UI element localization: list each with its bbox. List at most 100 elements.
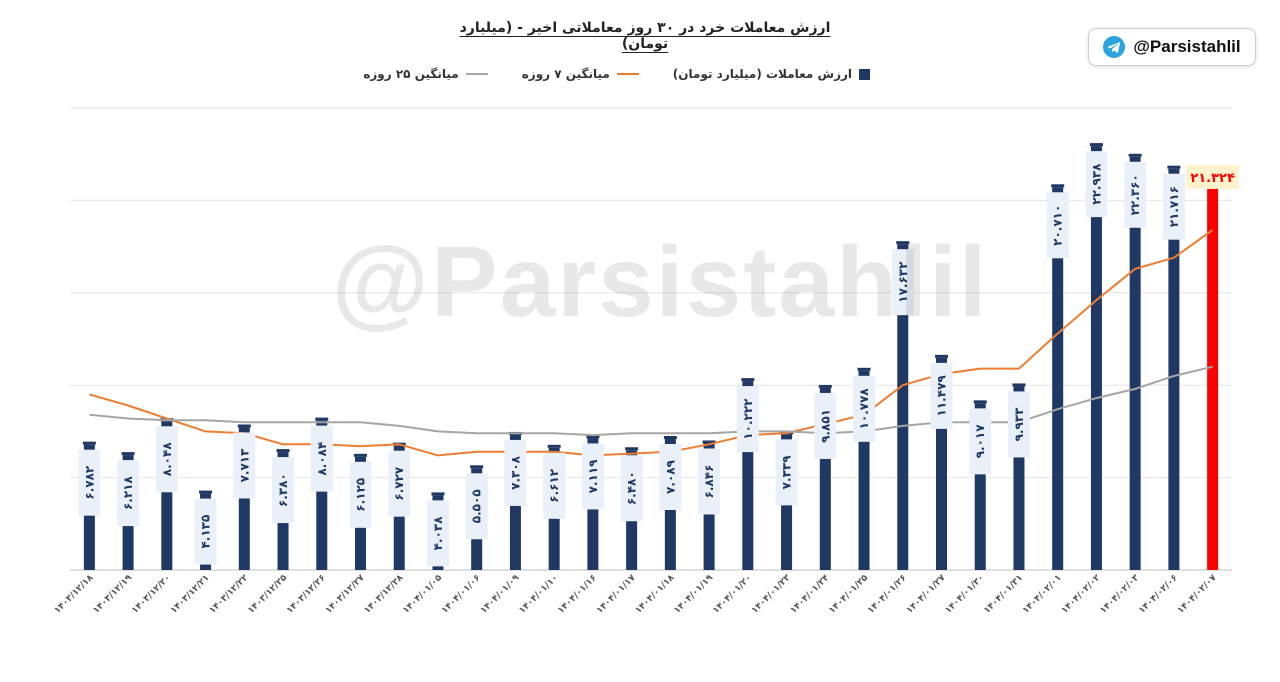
data-label-box [78, 449, 101, 516]
bar-cap [431, 492, 445, 496]
data-label-box [310, 425, 333, 492]
data-label-box [504, 439, 527, 506]
legend-label-bars: ارزش معاملات (میلیارد تومان) [672, 67, 852, 81]
data-label-box [659, 443, 682, 510]
data-label: ۷.۷۱۳ [237, 448, 251, 483]
gridlines [70, 107, 1232, 571]
bar [742, 381, 754, 570]
bar-cap [237, 424, 251, 428]
data-label: ۶.۷۲۷ [392, 466, 406, 501]
bar-cap [315, 417, 329, 421]
x-tick-label: ۱۴۰۳/۱۲/۱۸ [53, 573, 96, 616]
x-tick-label: ۱۴۰۳/۱۲/۱۹ [91, 573, 134, 616]
telegram-icon [1103, 36, 1126, 58]
bar-cap [741, 378, 755, 382]
data-label: ۹.۹۳۳ [1012, 407, 1026, 442]
data-label: ۶.۳۸۰ [276, 473, 290, 507]
data-label-box [891, 249, 914, 316]
average-line [89, 229, 1214, 457]
data-label: ۱۰.۷۷۸ [857, 388, 871, 430]
x-tick-label: ۱۴۰۴/۰۱/۱۹ [672, 573, 715, 616]
bar [974, 403, 986, 570]
channel-handle-badge[interactable]: @Parsistahlil [1088, 28, 1256, 66]
bar-cap [1089, 143, 1103, 147]
x-tick-label: ۱۴۰۴/۰۱/۱۷ [595, 573, 638, 616]
x-tick-label: ۱۴۰۴/۰۱/۰۶ [440, 573, 483, 616]
x-tick-label: ۱۴۰۴/۰۱/۱۶ [556, 573, 599, 616]
data-label-box [1124, 161, 1147, 228]
data-label: ۲۲.۹۳۸ [1089, 163, 1103, 205]
x-tick-label: ۱۴۰۳/۱۲/۲۵ [246, 573, 289, 616]
data-label: ۷.۱۱۹ [586, 459, 600, 494]
legend-item-bars: ارزش معاملات (میلیارد تومان) [673, 67, 870, 81]
legend-item-ma7: میانگین ۷ روزه [522, 67, 639, 81]
bar-cap [896, 241, 910, 245]
bar-cap [82, 441, 96, 445]
data-label-box [155, 426, 178, 493]
bar-cap [199, 490, 213, 494]
data-label-box [543, 452, 566, 519]
legend-label-ma25: میانگین ۲۵ روزه [363, 67, 459, 81]
bar-cap [625, 447, 639, 451]
data-label: ۸.۰۸۴ [315, 442, 329, 476]
legend: ارزش معاملات (میلیارد تومان) میانگین ۷ ر… [363, 64, 870, 84]
data-label-box [1007, 391, 1030, 458]
legend-swatch-ma25 [465, 73, 488, 75]
bar [316, 420, 328, 570]
data-label-box [853, 375, 876, 442]
x-tick-label: ۱۴۰۴/۰۲/۰۲ [1060, 573, 1103, 616]
data-label: ۶.۶۱۲ [547, 468, 561, 503]
data-label-box [349, 461, 372, 528]
data-label-box [388, 450, 411, 517]
bar-cap [276, 449, 290, 453]
bar-cap [973, 400, 987, 404]
data-label: ۴.۱۳۵ [199, 515, 213, 549]
bar-cap [354, 453, 367, 457]
average-lines [89, 229, 1214, 457]
data-label-box [272, 457, 295, 524]
data-label: ۹.۸۵۱ [818, 409, 832, 443]
data-label-box [1046, 192, 1069, 259]
bar [238, 427, 250, 570]
bar [1207, 175, 1219, 570]
bar-cap [470, 465, 484, 469]
bar-cap [1012, 383, 1026, 387]
data-label-box [117, 460, 140, 527]
x-tick-label: ۱۴۰۴/۰۱/۲۶ [866, 573, 909, 616]
data-label-box [698, 448, 721, 515]
x-tick-label: ۱۴۰۴/۰۲/۰۷ [1176, 573, 1219, 616]
x-tick-labels: ۱۴۰۳/۱۲/۱۸۱۴۰۳/۱۲/۱۹۱۴۰۳/۱۲/۲۰۱۴۰۳/۱۲/۲۱… [53, 573, 1219, 616]
x-tick-label: ۱۴۰۴/۰۱/۲۴ [789, 573, 832, 616]
data-label: ۹.۰۱۷ [973, 424, 987, 459]
x-tick-label: ۱۴۰۴/۰۱/۲۰ [711, 573, 754, 616]
data-label-box [620, 455, 643, 522]
data-label: ۷.۳۳۹ [780, 455, 794, 490]
x-tick-label: ۱۴۰۳/۱۲/۲۰ [130, 573, 173, 616]
bar [819, 387, 831, 570]
x-tick-label: ۱۴۰۴/۰۲/۰۶ [1137, 573, 1180, 616]
data-label: ۲۰.۷۱۰ [1051, 205, 1065, 246]
bar [1090, 146, 1102, 570]
x-tick-label: ۱۴۰۳/۱۲/۲۶ [285, 573, 328, 616]
x-tick-label: ۱۴۰۴/۰۱/۳۱ [982, 573, 1025, 616]
data-label-box [465, 473, 488, 540]
data-label: ۵.۵۰۵ [470, 489, 484, 523]
data-label-box [736, 386, 759, 453]
bar-cap [935, 354, 948, 358]
data-label: ۱۷.۶۳۲ [896, 261, 910, 303]
bar [161, 421, 173, 570]
data-label-box [930, 362, 953, 429]
bar-cap [121, 452, 135, 456]
data-label-box [1085, 151, 1108, 218]
x-tick-label: ۱۴۰۴/۰۱/۰۹ [479, 573, 522, 616]
bar-cap [663, 435, 677, 439]
data-label: ۲۲.۳۶۰ [1128, 174, 1142, 215]
bar [858, 370, 870, 570]
data-label: ۶.۷۸۲ [82, 465, 96, 500]
bar [897, 244, 909, 570]
bar [936, 357, 947, 570]
data-label-box [426, 500, 449, 567]
data-label-box [814, 392, 837, 459]
data-labels: ۶.۷۸۲ ۶.۲۱۸ ۸.۰۴۸ ۴.۱۳۵ ۷.۷۱۳ ۶.۳۸۰ ۸.۰۸۴ ۶.۱۲۵… [78, 151, 1239, 567]
data-label-box [969, 408, 992, 475]
